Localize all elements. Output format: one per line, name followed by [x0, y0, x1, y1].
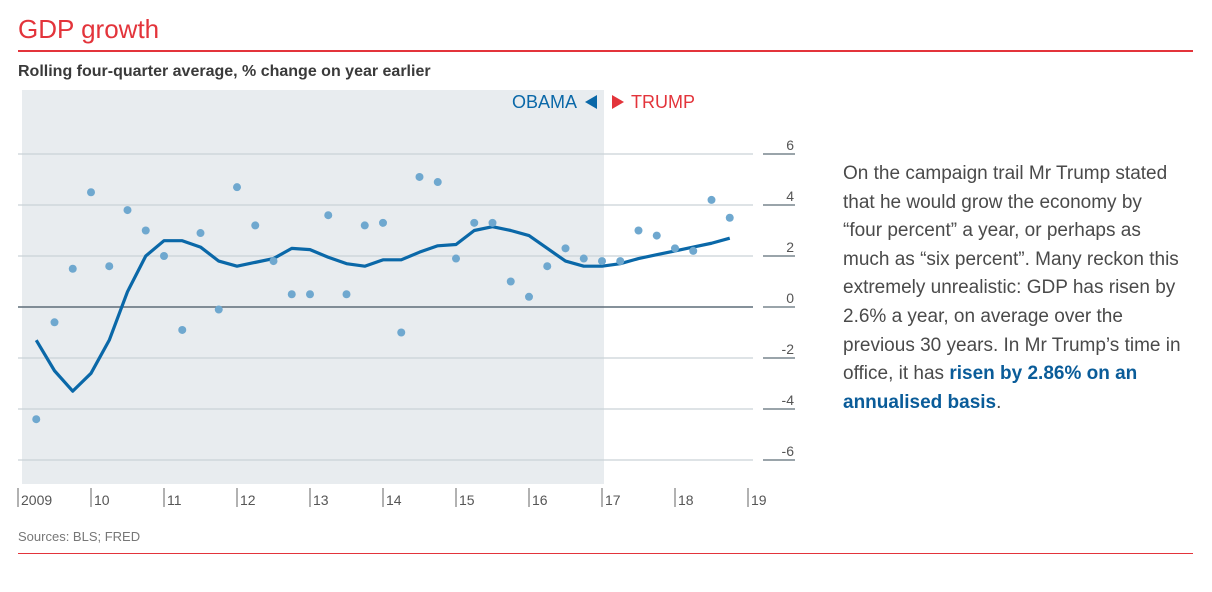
y-tick-label: -2	[782, 341, 795, 357]
x-tick-label: 10	[94, 492, 110, 508]
obama-label: OBAMA	[512, 92, 577, 112]
quarterly-growth-dot	[561, 244, 570, 253]
x-tick-label: 12	[240, 492, 256, 508]
quarterly-growth-dot	[160, 252, 168, 260]
y-tick-label: 6	[786, 137, 794, 153]
obama-period-shade	[22, 90, 604, 484]
quarterly-growth-dot	[87, 188, 95, 197]
quarterly-growth-dot	[433, 178, 442, 187]
quarterly-growth-dot	[306, 290, 314, 299]
quarterly-growth-dot	[579, 254, 588, 263]
quarterly-growth-dot	[725, 213, 734, 222]
annotation-end: .	[996, 391, 1002, 413]
quarterly-growth-dot	[707, 195, 716, 204]
quarterly-growth-dot	[68, 264, 77, 273]
quarterly-growth-dot	[689, 246, 698, 255]
bottom-rule	[18, 553, 1193, 554]
y-tick-label: 2	[786, 239, 794, 255]
chart-title: GDP growth	[18, 14, 160, 44]
quarterly-growth-dot	[652, 231, 661, 240]
quarterly-growth-dot	[123, 206, 132, 215]
quarterly-growth-dot	[32, 415, 41, 424]
sources: Sources: BLS; FRED	[18, 529, 141, 544]
quarterly-growth-dot	[360, 221, 369, 230]
quarterly-growth-dot	[233, 183, 241, 192]
rolling-average-line	[34, 225, 731, 393]
quarterly-growth-dot	[616, 257, 625, 266]
annotation-text: On the campaign trail Mr Trump stated th…	[843, 160, 1183, 417]
quarterly-growth-dot	[488, 218, 497, 227]
quarterly-growth-dot	[634, 226, 643, 235]
y-tick-label: -4	[782, 392, 795, 408]
title-rule	[18, 50, 1193, 52]
quarterly-growth-dot	[379, 218, 387, 227]
quarterly-growth-dot	[269, 257, 278, 266]
quarterly-growth-dot	[470, 218, 479, 227]
quarterly-growth-dot	[287, 290, 296, 299]
quarterly-growth-dot	[251, 221, 260, 230]
quarterly-growth-dot	[324, 211, 333, 220]
annotation-highlight: risen by 2.86% on an annualised basis	[843, 363, 1138, 413]
quarterly-growth-dot	[50, 318, 59, 327]
x-tick-label: 19	[751, 492, 767, 508]
quarterly-growth-dot	[141, 226, 150, 235]
x-tick-label: 2009	[21, 492, 52, 508]
right-arrow-icon	[612, 95, 624, 109]
x-tick-label: 14	[386, 492, 402, 508]
x-tick-label: 11	[167, 492, 182, 508]
quarterly-growth-dot	[452, 254, 460, 263]
annotation-body: On the campaign trail Mr Trump stated th…	[843, 163, 1181, 385]
quarterly-growth-dot	[598, 257, 606, 266]
quarterly-growth-dot	[671, 244, 679, 253]
chart-subtitle: Rolling four-quarter average, % change o…	[18, 63, 431, 80]
x-tick-label: 15	[459, 492, 475, 508]
y-tick-label: -6	[782, 443, 795, 459]
quarterly-growth-dot	[178, 325, 187, 334]
quarterly-growth-dot	[415, 172, 424, 181]
x-tick-label: 16	[532, 492, 548, 508]
quarterly-growth-dot	[397, 328, 406, 337]
quarterly-growth-dot	[214, 305, 223, 314]
x-tick-label: 13	[313, 492, 329, 508]
quarterly-growth-dot	[506, 277, 515, 286]
x-tick-label: 17	[605, 492, 621, 508]
trump-label: TRUMP	[631, 92, 695, 112]
quarterly-growth-dot	[525, 292, 533, 301]
quarterly-growth-dot	[342, 290, 351, 299]
quarterly-growth-dot	[196, 229, 205, 238]
x-tick-label: 18	[678, 492, 694, 508]
y-tick-label: 4	[786, 188, 794, 204]
quarterly-growth-dot	[105, 262, 114, 271]
quarterly-growth-dot	[543, 262, 552, 271]
y-tick-label: 0	[786, 290, 794, 306]
left-arrow-icon	[585, 95, 597, 109]
